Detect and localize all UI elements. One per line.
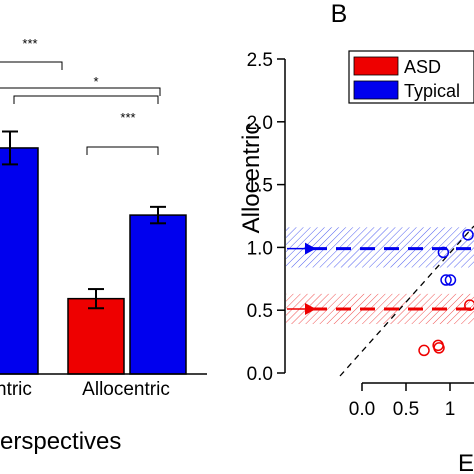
y-tick-label: 1.0 (247, 238, 273, 259)
bar (67, 297, 125, 375)
x-axis-label: E (458, 450, 474, 474)
bar-series (0, 130, 187, 375)
y-axis: 0.0 0.5 1.0 1.5 2.0 2.5 (247, 50, 286, 385)
significance-bracket (0, 87, 161, 96)
significance-label: * (93, 74, 98, 89)
x-tick-label: 0.0 (349, 399, 375, 420)
category-label: Allocentric (82, 379, 170, 400)
data-point (440, 274, 452, 286)
x-tick-label: 0.5 (393, 399, 419, 420)
data-point (418, 344, 430, 357)
legend-label: ASD (404, 57, 441, 77)
bar-panel: ******* ntric Allocentric erspectives (0, 36, 207, 455)
significance-label: *** (22, 36, 37, 51)
significance-bracket (13, 95, 159, 104)
bar (129, 214, 187, 375)
x-tick-label: 1 (445, 399, 456, 420)
y-tick-label: 0.5 (247, 301, 273, 322)
y-tick-label: 0.0 (247, 364, 273, 385)
scatter-panel: B Allocentric 0.0 0.5 1.0 1.5 2.0 2.5 0.0 0.5 1… (238, 0, 474, 474)
legend-swatch (353, 56, 399, 76)
mean-arrow-head (305, 302, 316, 315)
legend-swatch (353, 80, 399, 100)
data-point (437, 246, 450, 259)
data-point (462, 229, 474, 241)
panel-label: B (331, 0, 348, 28)
data-point (433, 342, 445, 354)
identity-line (339, 225, 474, 377)
y-tick-label: 2.0 (247, 113, 273, 134)
x-axis: 0.0 0.5 1 (349, 382, 474, 420)
category-label: ntric (0, 379, 32, 400)
data-point (464, 299, 474, 311)
significance-label: *** (120, 110, 135, 125)
x-axis-label: erspectives (0, 428, 121, 455)
y-axis-label: Allocentric (238, 123, 265, 234)
y-tick-label: 2.5 (247, 50, 273, 71)
mean-arrow-head (305, 242, 316, 255)
plot-area (286, 225, 474, 377)
y-tick-label: 1.5 (247, 176, 273, 197)
legend-label: Typical (404, 81, 460, 101)
data-point (444, 274, 457, 286)
significance-bracket (0, 61, 63, 70)
bar (0, 147, 39, 375)
significance-brackets: ******* (0, 36, 161, 155)
significance-bracket (86, 146, 159, 155)
legend: ASD Typical (348, 50, 474, 104)
